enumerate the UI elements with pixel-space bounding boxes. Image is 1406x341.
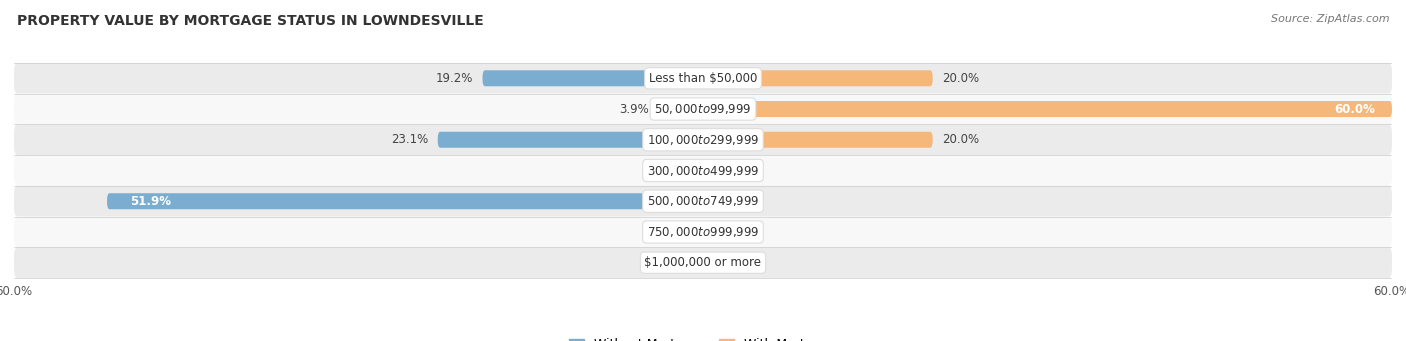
Text: 60.0%: 60.0% — [1334, 103, 1375, 116]
Text: 3.9%: 3.9% — [619, 103, 650, 116]
Text: PROPERTY VALUE BY MORTGAGE STATUS IN LOWNDESVILLE: PROPERTY VALUE BY MORTGAGE STATUS IN LOW… — [17, 14, 484, 28]
FancyBboxPatch shape — [14, 186, 1392, 217]
Text: $750,000 to $999,999: $750,000 to $999,999 — [647, 225, 759, 239]
Text: 20.0%: 20.0% — [942, 72, 979, 85]
Text: $500,000 to $749,999: $500,000 to $749,999 — [647, 194, 759, 208]
FancyBboxPatch shape — [14, 247, 1392, 278]
Text: $300,000 to $499,999: $300,000 to $499,999 — [647, 163, 759, 178]
FancyBboxPatch shape — [703, 70, 932, 86]
Text: 1.9%: 1.9% — [643, 164, 672, 177]
FancyBboxPatch shape — [14, 63, 1392, 94]
Text: $50,000 to $99,999: $50,000 to $99,999 — [654, 102, 752, 116]
FancyBboxPatch shape — [14, 124, 1392, 155]
Text: $100,000 to $299,999: $100,000 to $299,999 — [647, 133, 759, 147]
Text: 0.0%: 0.0% — [713, 195, 742, 208]
Text: Less than $50,000: Less than $50,000 — [648, 72, 758, 85]
Text: 0.0%: 0.0% — [713, 256, 742, 269]
FancyBboxPatch shape — [14, 94, 1392, 124]
FancyBboxPatch shape — [482, 70, 703, 86]
FancyBboxPatch shape — [703, 132, 932, 148]
Text: 20.0%: 20.0% — [942, 133, 979, 146]
Text: 0.0%: 0.0% — [713, 164, 742, 177]
Text: 23.1%: 23.1% — [391, 133, 429, 146]
Text: 0.0%: 0.0% — [713, 225, 742, 238]
FancyBboxPatch shape — [703, 101, 1392, 117]
Text: Source: ZipAtlas.com: Source: ZipAtlas.com — [1271, 14, 1389, 24]
Text: 51.9%: 51.9% — [129, 195, 172, 208]
Text: 19.2%: 19.2% — [436, 72, 474, 85]
FancyBboxPatch shape — [107, 193, 703, 209]
FancyBboxPatch shape — [14, 217, 1392, 247]
Text: 0.0%: 0.0% — [664, 256, 693, 269]
FancyBboxPatch shape — [14, 155, 1392, 186]
FancyBboxPatch shape — [658, 101, 703, 117]
FancyBboxPatch shape — [437, 132, 703, 148]
Text: $1,000,000 or more: $1,000,000 or more — [644, 256, 762, 269]
Legend: Without Mortgage, With Mortgage: Without Mortgage, With Mortgage — [564, 333, 842, 341]
Text: 0.0%: 0.0% — [664, 225, 693, 238]
FancyBboxPatch shape — [681, 163, 703, 178]
